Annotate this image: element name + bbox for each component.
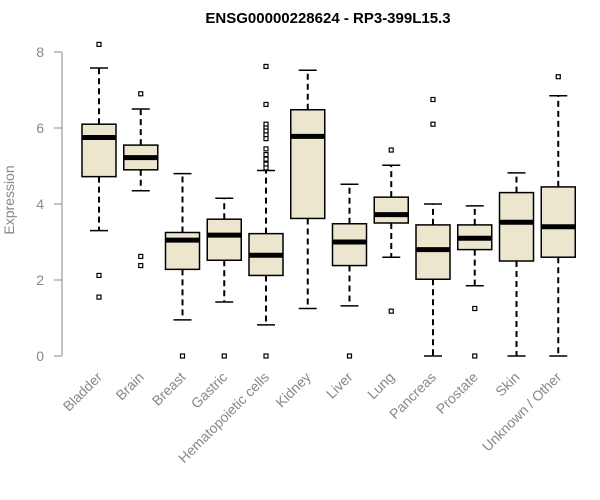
iqr-box: [206, 218, 242, 261]
box-kidney: [290, 69, 326, 310]
x-tick-label: Lung: [364, 369, 397, 402]
outlier-point: [138, 253, 144, 260]
x-tick-label: Unknown / Other: [479, 369, 565, 455]
box-hematopoietic-cells: [248, 63, 284, 359]
outlier-point: [430, 121, 436, 127]
x-tick-label: Prostate: [433, 369, 481, 417]
outlier-point: [263, 146, 269, 152]
outlier-point: [96, 294, 102, 300]
chart-title: ENSG00000228624 - RP3-399L15.3: [205, 10, 450, 27]
outlier-point: [138, 262, 144, 269]
iqr-box: [498, 191, 535, 262]
x-tick-label: Bladder: [60, 369, 106, 415]
iqr-box: [540, 186, 576, 258]
outlier-point: [263, 101, 269, 108]
outlier-point: [221, 353, 227, 359]
outlier-point: [388, 308, 394, 314]
x-tick-label: Liver: [323, 369, 356, 402]
box-bladder: [81, 41, 117, 300]
iqr-box: [81, 123, 117, 178]
outlier-point: [263, 63, 269, 70]
y-axis: 0 2 4 6 8: [36, 44, 63, 364]
outlier-point: [263, 165, 269, 171]
outlier-point: [388, 147, 394, 153]
y-tick-label: 2: [36, 272, 44, 288]
x-tick-label: Breast: [149, 369, 189, 409]
outlier-point: [96, 41, 102, 48]
y-tick-label: 8: [36, 44, 44, 60]
outlier-point: [555, 74, 561, 80]
y-tick-label: 0: [36, 348, 44, 364]
outlier-point: [179, 353, 186, 359]
x-tick-label: Brain: [112, 369, 146, 403]
y-tick-label: 4: [36, 196, 44, 212]
outlier-point: [472, 353, 478, 359]
iqr-box: [373, 196, 409, 224]
outlier-point: [263, 156, 269, 162]
box-prostate: [457, 205, 493, 359]
box-gastric: [206, 197, 242, 359]
outlier-point: [263, 136, 269, 142]
iqr-box: [290, 109, 326, 220]
iqr-box: [331, 223, 368, 267]
box-liver: [331, 183, 368, 359]
outlier-point: [430, 96, 436, 103]
y-tick-label: 6: [36, 120, 44, 136]
box-brain: [123, 91, 159, 269]
box-pancreas: [415, 96, 451, 357]
x-tick-label: Kidney: [272, 369, 314, 411]
box-lung: [373, 147, 409, 314]
outlier-point: [472, 305, 478, 312]
x-tick-label: Skin: [492, 369, 523, 400]
outlier-point: [263, 353, 269, 359]
box-series: [81, 41, 576, 359]
box-unknown-other: [540, 74, 576, 357]
outlier-point: [263, 152, 269, 158]
outlier-point: [96, 272, 102, 279]
box-skin: [498, 172, 535, 357]
y-axis-title: Expression: [1, 165, 17, 234]
outlier-point: [346, 353, 353, 359]
box-breast: [164, 172, 201, 359]
outlier-point: [138, 91, 144, 97]
